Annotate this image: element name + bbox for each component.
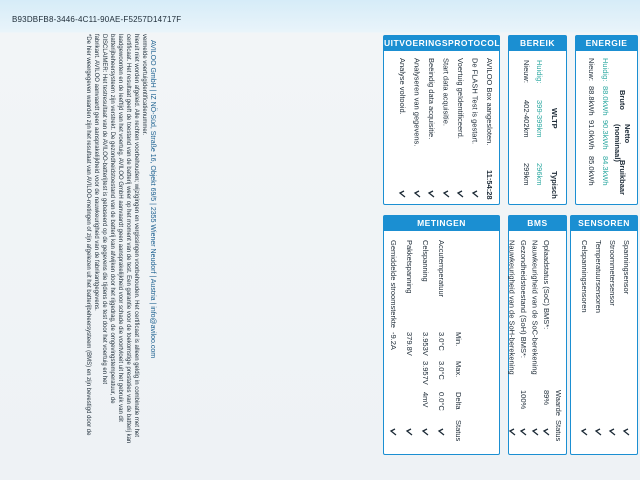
panel-title: BMS — [509, 216, 566, 231]
column-header: Min. — [454, 332, 463, 347]
bms-value: 100% — [519, 390, 528, 410]
protocol-step: Analyseren van gegevens. — [412, 58, 422, 147]
footnote: *De hier weergegeven waarden zijn het re… — [85, 34, 99, 436]
check-icon — [471, 190, 478, 198]
protocol-step: Start data acquisitie. — [441, 58, 451, 126]
column-header: Bruto — [618, 90, 627, 110]
measurement-value: 3.0°C — [437, 361, 446, 380]
column-header: Status — [454, 420, 463, 442]
measurement-value: 3.0°C — [437, 332, 446, 351]
measurement-value: 0.0°C — [437, 392, 446, 411]
column-header: Bruikbaar — [618, 160, 627, 196]
column-header: Status — [554, 420, 563, 442]
check-icon — [580, 428, 588, 436]
check-icon — [531, 428, 538, 436]
row-label: Gemiddelde stroomsterkte — [389, 240, 398, 328]
panel-title: UITVOERINGSPROTOCOL — [384, 36, 500, 51]
column-header: WLTP — [550, 108, 559, 129]
protocol-step: Beëindig data acquisitie. — [427, 58, 436, 140]
energy-value: 88.8kWh — [587, 86, 596, 116]
panel-title: ENERGIE — [576, 36, 637, 51]
range-value: 296km — [535, 163, 544, 186]
measurement-value: 3.953V — [421, 332, 430, 356]
check-icon — [389, 428, 397, 436]
row-label: Accutemperatuur — [437, 240, 446, 298]
column-header: Waarde — [554, 390, 563, 416]
protocol-step: AVILOO Box aangesloten. — [485, 58, 494, 146]
check-icon — [427, 190, 435, 198]
row-label: Nauwkeurigheid van de SoC-berekening — [530, 240, 540, 375]
check-icon — [456, 190, 464, 198]
check-icon — [594, 428, 602, 436]
energy-value: 91.0kWh — [587, 120, 596, 150]
row-label: Pakketspanning — [405, 240, 414, 294]
range-value: 402-402km — [522, 100, 531, 138]
column-header: Max. — [454, 361, 463, 378]
check-icon — [542, 428, 550, 436]
energy-panel: ENERGIE — [575, 35, 638, 205]
sensor-name: Temperatuursensoren — [594, 240, 603, 313]
measurements-panel: METINGEN — [383, 215, 500, 455]
row-label: Huidig: — [601, 58, 610, 82]
bms-value: 89% — [542, 390, 551, 406]
protocol-step: Analyse voltooid. — [398, 58, 407, 115]
panel-title: METINGEN — [384, 216, 499, 231]
column-header: Delta — [454, 392, 463, 410]
bms-panel: BMS — [508, 215, 567, 455]
check-icon — [442, 190, 449, 198]
check-icon — [405, 428, 413, 436]
panel-title: SENSOREN — [571, 216, 637, 231]
check-icon — [437, 428, 445, 436]
protocol-time: 11:54:28 — [485, 170, 494, 200]
row-label: Oplaadstatus (SoC) BMS*: — [542, 240, 551, 330]
energy-value: 84.3kWh — [601, 156, 610, 186]
row-label: Celspanning — [421, 240, 430, 282]
column-header: Typisch — [550, 171, 559, 199]
check-icon — [608, 428, 616, 436]
check-icon — [413, 190, 420, 198]
energy-value: 88.0kWh — [601, 86, 610, 116]
range-value: 399-399km — [535, 100, 544, 138]
sensor-name: Stroommetersensor — [608, 240, 617, 306]
range-value: 299km — [522, 163, 531, 186]
sensors-panel: SENSOREN — [570, 215, 638, 455]
energy-value: 85.0kWh — [587, 156, 596, 186]
check-icon — [508, 428, 515, 436]
disclaimer: DISCLAIMER: Het testresultaat van de AVI… — [101, 34, 147, 444]
row-label: Gezondheidstoestand (SoH) BMS*: — [519, 240, 528, 358]
measurement-value: 4mV — [421, 392, 430, 408]
check-icon — [622, 428, 630, 436]
check-icon — [519, 428, 527, 436]
range-panel: BEREIK — [508, 35, 567, 205]
row-label: Nauwkeurigheid van de SoH-berekening — [507, 240, 517, 375]
row-label: Huidig: — [535, 60, 544, 84]
sensor-name: Spanningsensor — [622, 240, 631, 295]
row-label: Nieuw: — [587, 58, 596, 81]
check-icon — [398, 190, 406, 198]
footer: AVILOO GmbH | IZ NÖ-Süd, Straße 16, Obje… — [149, 40, 156, 359]
sensor-name: Celspanningsensoren — [580, 240, 589, 313]
panel-title: BEREIK — [509, 36, 566, 51]
protocol-panel: UITVOERINGSPROTOCOL — [383, 35, 500, 205]
protocol-step: De FLASH Test is gestart. — [470, 58, 480, 145]
report-id: B93DBFB8-3446-4C11-90AE-F5257D14717F — [12, 15, 182, 24]
protocol-step: Voertuig geïdentificeerd. — [456, 58, 465, 139]
check-icon — [421, 428, 429, 436]
energy-value: 90.3kWh — [601, 120, 610, 150]
measurement-value: -9.2A — [389, 332, 398, 350]
measurement-value: 3.957V — [421, 361, 430, 385]
measurement-value: 379.8V — [405, 332, 414, 356]
column-header: Netto (nominaal) — [613, 124, 632, 162]
notes: *De hier weergegeven waarden zijn het re… — [84, 34, 156, 448]
row-label: Nieuw: — [522, 60, 531, 83]
